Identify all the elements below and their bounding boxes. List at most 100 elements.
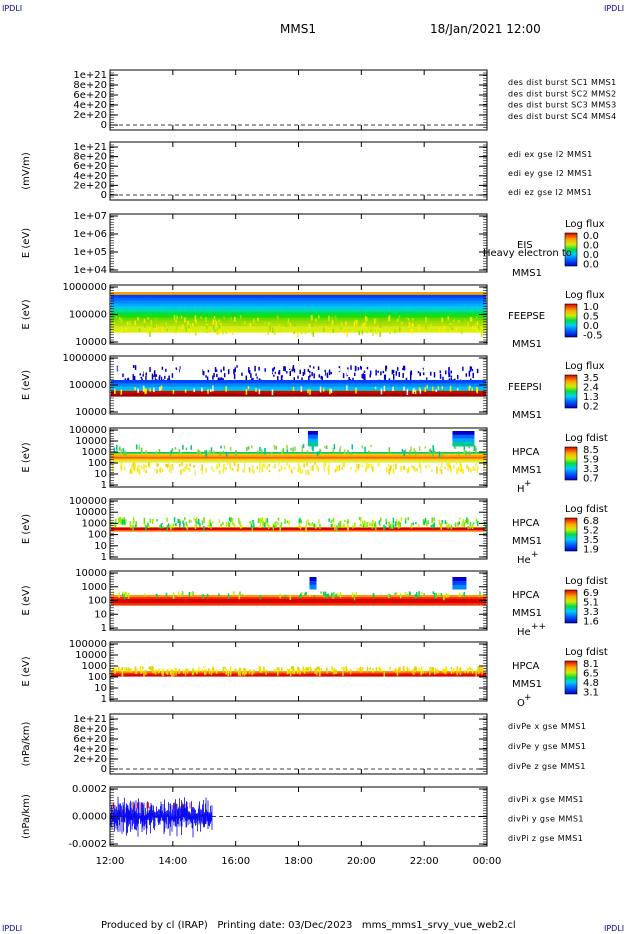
feepse-speckle — [170, 320, 172, 324]
hpca-h-speckle-low — [181, 462, 183, 467]
hpca-h-burst — [307, 434, 318, 439]
feepsi-sparse-speckle — [313, 373, 315, 379]
feepsi-sparse-speckle — [178, 369, 180, 374]
hpca-he-speckle — [307, 522, 310, 525]
hpca-he-speckle — [307, 519, 309, 523]
hpca-he2-band — [111, 595, 486, 598]
x-tick-label: 22:00 — [410, 856, 439, 867]
feepsi-speckle — [309, 389, 311, 395]
feepse-speckle — [278, 323, 281, 329]
hpca-h-speckle — [418, 446, 421, 452]
feepsi-sparse-speckle — [175, 365, 178, 368]
hpca-o-speckle — [158, 668, 160, 673]
hpca-o-speckle — [265, 669, 267, 675]
legend-entry: edi ey gse l2 MMS1 — [508, 169, 593, 178]
colorbar-tick-label: 1.3 — [583, 392, 599, 403]
feepse-speckle — [239, 315, 242, 320]
panel-2 — [109, 141, 488, 201]
feepsi-sparse-speckle — [122, 373, 124, 378]
hpca-h-speckle — [292, 447, 294, 452]
hpca-o-speckle — [464, 670, 466, 674]
feepse-speckle — [372, 319, 375, 323]
hpca-he2-speckle — [335, 593, 337, 598]
feepsi-sparse-speckle — [234, 367, 236, 373]
hpca-h-speckle-low — [256, 466, 259, 470]
hpca-he-speckle — [123, 519, 126, 525]
hpca-h-speckle-low — [466, 466, 468, 469]
feepsi-sparse-speckle — [317, 366, 320, 371]
hpca-he-speckle — [415, 521, 417, 525]
feepsi-sparse-speckle — [355, 365, 357, 371]
hpca-o-speckle — [289, 670, 292, 677]
feepsi-sparse-speckle — [476, 368, 479, 374]
hpca-he-speckle — [334, 524, 336, 530]
species-charge-label: ++ — [531, 622, 546, 632]
hpca-h-speckle-low — [243, 463, 246, 469]
feepse-speckle — [406, 317, 408, 322]
feepse-speckle — [333, 322, 336, 326]
hpca-o-speckle — [114, 667, 117, 671]
hpca-he-speckle — [188, 519, 191, 523]
hpca-h-speckle — [388, 447, 391, 454]
hpca-h-speckle-low — [305, 469, 307, 476]
feepsi-sparse-speckle — [136, 372, 139, 379]
feepsi-sparse-speckle — [180, 366, 183, 370]
hpca-h-speckle — [404, 449, 407, 452]
feepsi-speckle — [245, 388, 248, 395]
hpca-o-speckle — [150, 667, 153, 671]
hpca-he-speckle — [114, 518, 117, 522]
hpca-o-speckle — [468, 666, 471, 670]
feepsi-sparse-speckle — [422, 372, 425, 376]
feepse-speckle — [123, 330, 126, 333]
hpca-he-speckle — [262, 520, 264, 527]
feepsi-sparse-speckle — [176, 372, 179, 376]
feepse-speckle — [212, 324, 215, 330]
hpca-he-speckle — [430, 525, 433, 528]
feepse-speckle — [152, 322, 155, 328]
colorbar-tick-label: 5.9 — [583, 455, 599, 466]
hpca-h-speckle — [319, 449, 322, 454]
feepsi-sparse-speckle — [402, 368, 404, 371]
feepsi-speckle — [134, 386, 136, 391]
feepsi-sparse-speckle — [350, 365, 352, 370]
hpca-he-speckle — [264, 518, 267, 524]
y-tick-label: 100 — [88, 596, 107, 607]
y-tick-label: 100000 — [69, 425, 107, 436]
colorbar-tick-label: 0.5 — [583, 312, 599, 323]
hpca-h-speckle-low — [355, 463, 358, 469]
feepse-speckle — [205, 325, 208, 330]
hpca-h-speckle — [170, 449, 173, 455]
hpca-h-speckle — [475, 447, 477, 454]
hpca-h-speckle — [275, 446, 278, 450]
hpca-he2-speckle — [202, 594, 204, 600]
hpca-o-speckle — [175, 670, 177, 676]
y-tick-label: 1000 — [82, 582, 107, 593]
hpca-o-speckle — [326, 667, 328, 673]
feepsi-speckle — [424, 387, 427, 392]
feepse-speckle — [325, 326, 327, 330]
feepse-speckle — [126, 321, 129, 326]
hpca-h-speckle-low — [186, 463, 188, 467]
feepsi-sparse-speckle — [448, 367, 450, 370]
hpca-he2-speckle — [259, 594, 262, 600]
hpca-he2-speckle — [123, 593, 126, 600]
hpca-h-speckle-low — [306, 462, 308, 467]
y-tick-label: 8e+20 — [73, 724, 107, 735]
hpca-h-speckle-low — [357, 467, 359, 471]
hpca-h-speckle-low — [236, 468, 239, 472]
hpca-he2-burst — [309, 581, 317, 586]
hpca-h-speckle-low — [460, 464, 463, 470]
y-axis-label: E (eV) — [21, 228, 32, 258]
hpca-he-speckle — [346, 524, 349, 529]
feepsi-sparse-speckle — [470, 366, 473, 370]
hpca-he2-speckle — [181, 591, 184, 595]
hpca-h-speckle-low — [143, 464, 145, 470]
feepsi-sparse-speckle — [179, 366, 182, 370]
y-tick-label: 6e+20 — [73, 734, 107, 745]
hpca-o-speckle — [375, 667, 378, 671]
hpca-he-speckle — [159, 525, 161, 529]
feepse-speckle — [311, 329, 313, 335]
hpca-h-speckle-low — [323, 467, 326, 472]
hpca-h-speckle — [432, 445, 434, 450]
